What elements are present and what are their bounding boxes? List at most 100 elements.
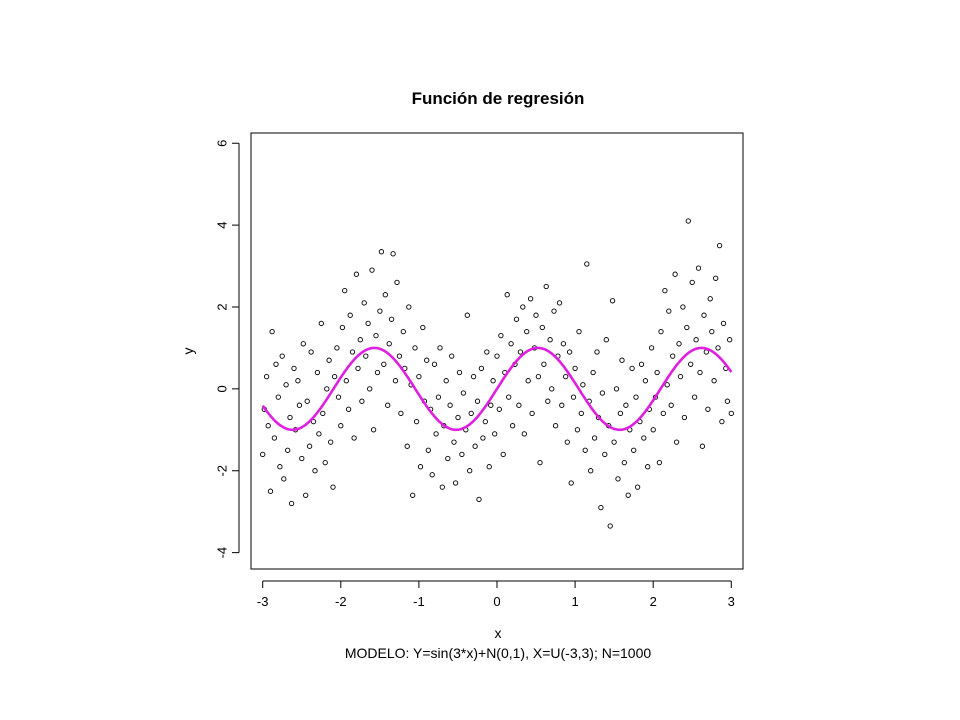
- data-point: [339, 324, 346, 331]
- data-point: [386, 341, 392, 347]
- data-point: [602, 451, 608, 458]
- y-tick-label: 6: [215, 140, 230, 147]
- data-point: [633, 394, 639, 400]
- data-point: [347, 312, 353, 318]
- data-point: [316, 431, 322, 437]
- data-point: [482, 418, 488, 425]
- data-point: [506, 394, 512, 400]
- data-point: [480, 435, 486, 441]
- data-point: [629, 365, 635, 372]
- y-tick-label: 2: [215, 303, 230, 310]
- data-point: [396, 353, 403, 359]
- data-point: [287, 414, 293, 421]
- x-tick-label: 3: [728, 594, 735, 609]
- data-point: [398, 410, 404, 417]
- data-point: [504, 292, 510, 298]
- data-point: [324, 386, 330, 392]
- data-point: [456, 369, 463, 376]
- data-point: [719, 418, 725, 425]
- data-point: [598, 504, 604, 511]
- data-point: [527, 296, 534, 302]
- data-point: [615, 476, 621, 482]
- x-axis: -3 -2 -1 0 1 2 3: [257, 580, 735, 609]
- data-point: [650, 427, 656, 433]
- data-point: [288, 500, 295, 507]
- data-point: [351, 435, 357, 441]
- data-point: [691, 394, 698, 400]
- data-point: [641, 435, 647, 441]
- x-tick-label: 1: [571, 594, 578, 609]
- data-point: [645, 464, 651, 470]
- data-point: [486, 464, 492, 470]
- data-point: [328, 439, 334, 445]
- data-point: [431, 361, 438, 367]
- data-point: [412, 345, 418, 351]
- data-point: [291, 365, 297, 372]
- y-axis-label: y: [180, 348, 196, 355]
- data-point: [275, 394, 281, 400]
- regression-curve: [261, 346, 733, 432]
- data-point: [520, 304, 526, 310]
- data-point: [508, 341, 514, 347]
- data-point: [474, 398, 481, 404]
- data-point: [417, 464, 424, 470]
- data-point: [500, 451, 506, 458]
- data-point: [467, 468, 473, 474]
- data-point: [484, 349, 490, 355]
- data-point: [625, 492, 631, 498]
- y-tick-label: -2: [215, 465, 230, 477]
- data-point: [370, 427, 377, 433]
- data-point: [271, 435, 278, 441]
- data-point: [684, 324, 690, 331]
- data-point: [591, 435, 598, 441]
- data-point: [382, 292, 388, 298]
- data-point: [724, 398, 731, 404]
- data-point: [541, 361, 547, 367]
- plot-frame: [250, 132, 744, 570]
- data-point: [654, 369, 660, 376]
- model-subtitle: MODELO: Y=sin(3*x)+N(0,1), X=U(-3,3); N=…: [345, 645, 652, 661]
- data-point: [613, 386, 620, 392]
- data-point: [621, 459, 627, 466]
- data-point: [568, 480, 574, 486]
- data-point: [447, 402, 453, 408]
- data-point: [413, 418, 420, 425]
- data-point: [570, 394, 577, 400]
- data-point: [670, 353, 676, 359]
- data-point: [308, 349, 314, 355]
- data-point: [496, 406, 502, 412]
- x-axis-label: x: [495, 625, 502, 641]
- data-point: [699, 443, 706, 449]
- y-tick-label: -4: [215, 547, 230, 559]
- data-point: [727, 337, 733, 343]
- data-point: [320, 410, 326, 417]
- y-tick-label: 0: [215, 385, 230, 392]
- data-point: [556, 300, 563, 306]
- data-point: [390, 251, 396, 257]
- data-point: [533, 312, 539, 318]
- data-point: [563, 373, 569, 380]
- data-point: [488, 402, 494, 408]
- data-point: [705, 406, 711, 412]
- data-point: [689, 279, 695, 286]
- data-point: [265, 423, 271, 429]
- data-point: [394, 279, 400, 286]
- data-point: [603, 337, 609, 343]
- data-point: [277, 464, 283, 470]
- data-point: [574, 427, 581, 433]
- data-point: [365, 320, 371, 327]
- data-point: [374, 369, 381, 376]
- data-point: [410, 492, 416, 498]
- data-point: [361, 300, 367, 306]
- data-point: [476, 496, 482, 503]
- data-point: [547, 337, 553, 343]
- data-point: [537, 459, 543, 466]
- data-point: [713, 275, 719, 281]
- x-tick-label: 2: [650, 594, 657, 609]
- data-point: [672, 271, 678, 277]
- data-point: [449, 353, 455, 359]
- data-point: [400, 328, 406, 335]
- data-point: [564, 439, 570, 445]
- data-point: [599, 390, 606, 396]
